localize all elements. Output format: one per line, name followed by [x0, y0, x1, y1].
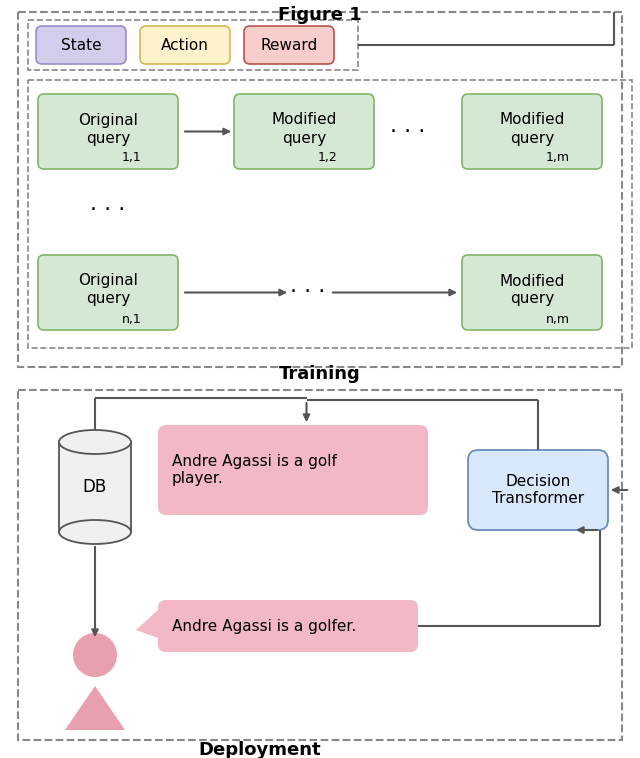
Text: query: query	[86, 130, 130, 146]
Polygon shape	[136, 610, 158, 638]
Text: Decision
Transformer: Decision Transformer	[492, 474, 584, 506]
Text: query: query	[510, 130, 554, 146]
Text: 1,1: 1,1	[122, 152, 141, 164]
FancyBboxPatch shape	[158, 600, 418, 652]
Text: State: State	[61, 39, 101, 54]
FancyBboxPatch shape	[462, 255, 602, 330]
Text: Training: Training	[279, 365, 361, 383]
Ellipse shape	[59, 430, 131, 454]
FancyBboxPatch shape	[244, 26, 334, 64]
Text: 1,m: 1,m	[546, 152, 570, 164]
Ellipse shape	[59, 520, 131, 544]
FancyBboxPatch shape	[462, 94, 602, 169]
Text: Modified: Modified	[499, 274, 564, 289]
Text: query: query	[282, 130, 326, 146]
Circle shape	[73, 633, 117, 677]
FancyBboxPatch shape	[234, 94, 374, 169]
FancyBboxPatch shape	[36, 26, 126, 64]
Text: · · ·: · · ·	[90, 200, 125, 220]
Text: query: query	[510, 292, 554, 306]
Text: Original: Original	[78, 274, 138, 289]
Text: Modified: Modified	[499, 112, 564, 127]
Text: n,1: n,1	[122, 312, 141, 325]
FancyBboxPatch shape	[158, 425, 428, 515]
FancyBboxPatch shape	[38, 255, 178, 330]
Text: n,m: n,m	[546, 312, 570, 325]
Text: Modified: Modified	[271, 112, 337, 127]
Polygon shape	[65, 686, 125, 730]
FancyBboxPatch shape	[140, 26, 230, 64]
Text: Reward: Reward	[260, 39, 317, 54]
FancyBboxPatch shape	[468, 450, 608, 530]
FancyBboxPatch shape	[38, 94, 178, 169]
Text: 1,2: 1,2	[318, 152, 338, 164]
Bar	[59, 442, 131, 532]
Text: Andre Agassi is a golf
player.: Andre Agassi is a golf player.	[172, 454, 337, 486]
Text: · · ·: · · ·	[291, 283, 326, 302]
Text: · · ·: · · ·	[390, 121, 426, 142]
Text: Figure 1: Figure 1	[278, 6, 362, 24]
Text: Action: Action	[161, 39, 209, 54]
Text: Original: Original	[78, 112, 138, 127]
Text: Andre Agassi is a golfer.: Andre Agassi is a golfer.	[172, 619, 356, 634]
Text: query: query	[86, 292, 130, 306]
Text: Deployment: Deployment	[198, 741, 321, 758]
Text: DB: DB	[83, 478, 107, 496]
